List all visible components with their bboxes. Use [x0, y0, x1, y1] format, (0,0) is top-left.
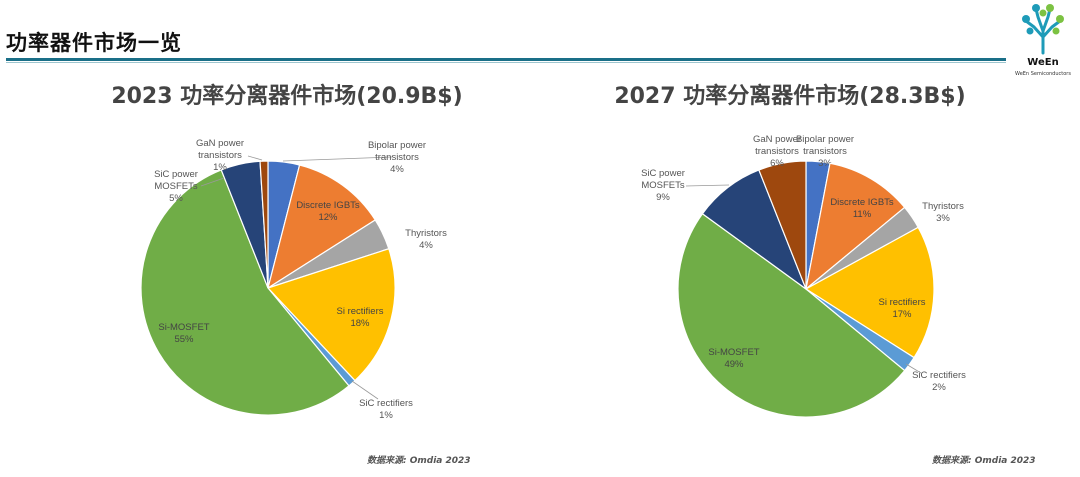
chart-title: 2023 功率分离器件市场(20.9B$) [111, 83, 462, 109]
slice-label-gan-power-transistors: GaN power transistors 6% [753, 134, 801, 169]
slice-label-si-rectifiers: Si rectifiers 17% [879, 297, 926, 320]
slice-label-discrete-igbts: Discrete IGBTs 12% [296, 200, 360, 223]
slice-discrete-igbts [805, 162, 906, 291]
slice-label-thyristors: Thyristors 3% [922, 201, 964, 224]
title-rule [6, 58, 1006, 61]
leader-line [200, 177, 225, 187]
slice-label-gan-power-transistors: GaN power transistors 1% [196, 138, 244, 173]
slice-label-sic-rectifiers: SiC rectifiers 1% [359, 398, 413, 421]
title-rule-thin [6, 62, 1006, 63]
source-note-left: 数据来源: Omdia 2023 [367, 456, 471, 466]
slice-label-si-mosfet: Si-MOSFET 49% [708, 347, 759, 370]
slice-label-bipolar-power-transistors: Bipolar power transistors 3% [796, 134, 854, 169]
company-logo: WeEn WeEn Semiconductors [1010, 3, 1076, 79]
logo-subtext: WeEn Semiconductors [1015, 71, 1071, 77]
slice-si-rectifiers [804, 226, 935, 359]
leader-line [282, 156, 393, 162]
slice-label-si-rectifiers: Si rectifiers 18% [337, 306, 384, 329]
page-title: 功率器件市场一览 [6, 31, 182, 55]
slice-label-sic-power-mosfets: SiC power MOSFETs 5% [154, 169, 198, 204]
slice-label-thyristors: Thyristors 4% [405, 228, 447, 251]
slice-si-mosfet [677, 212, 906, 418]
leader-line [351, 380, 379, 400]
source-note-right: 数据来源: Omdia 2023 [932, 456, 1036, 466]
slice-si-mosfet [140, 169, 350, 416]
pie-chart-2: 2027 功率分离器件市场(28.3B$) Bipolar power transi… [614, 83, 966, 418]
slice-label-sic-power-mosfets: SiC power MOSFETs 9% [641, 168, 685, 203]
slice-label-sic-rectifiers: SiC rectifiers 2% [912, 370, 966, 393]
slice-label-si-mosfet: Si-MOSFET 55% [158, 322, 209, 345]
slice-discrete-igbts [267, 164, 377, 290]
chart-title: 2027 功率分离器件市场(28.3B$) [614, 83, 965, 109]
slice-gan-power-transistors [259, 160, 269, 289]
logo-text: WeEn [1027, 57, 1059, 68]
slice-label-discrete-igbts: Discrete IGBTs 11% [830, 197, 894, 220]
slice-gan-power-transistors [758, 160, 807, 290]
slice-label-bipolar-power-transistors: Bipolar power transistors 4% [368, 140, 426, 175]
tree-logo-icon [1022, 4, 1064, 55]
leader-line [905, 363, 922, 374]
leader-line [247, 155, 263, 161]
pie-chart-1: 2023 功率分离器件市场(20.9B$) Bipolar power transi… [111, 83, 462, 421]
slice-si-rectifiers [266, 247, 396, 382]
leader-line [685, 184, 730, 187]
